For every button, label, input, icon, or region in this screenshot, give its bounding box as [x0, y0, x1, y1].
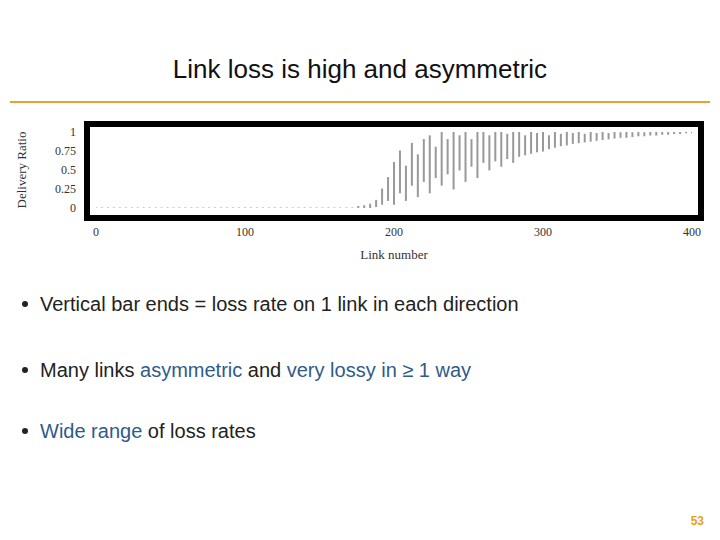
svg-text:0: 0	[93, 225, 99, 239]
svg-text:200: 200	[385, 225, 403, 239]
svg-text:300: 300	[534, 225, 552, 239]
svg-text:400: 400	[683, 225, 701, 239]
svg-text:0.5: 0.5	[61, 163, 76, 177]
svg-text:100: 100	[236, 225, 254, 239]
svg-text:0: 0	[70, 201, 76, 215]
html-text:Vertical bar ends = loss rate: Vertical bar ends = loss rate on 1 link …	[40, 293, 519, 315]
svg-text:1: 1	[70, 125, 76, 139]
svg-text:0.75: 0.75	[55, 144, 76, 158]
svg-text:0.25: 0.25	[55, 182, 76, 196]
svg-text:Delivery Ratio: Delivery Ratio	[14, 132, 29, 209]
html-text:Link loss is high and asymmetr: Link loss is high and asymmetric	[172, 54, 548, 84]
html-text:53: 53	[690, 514, 704, 528]
html-text:Wide range of loss rates: Wide range of loss rates	[40, 420, 256, 442]
html-text:Many links asymmetric and very: Many links asymmetric and very lossy in …	[40, 359, 472, 381]
svg-text:Link number: Link number	[360, 247, 428, 262]
